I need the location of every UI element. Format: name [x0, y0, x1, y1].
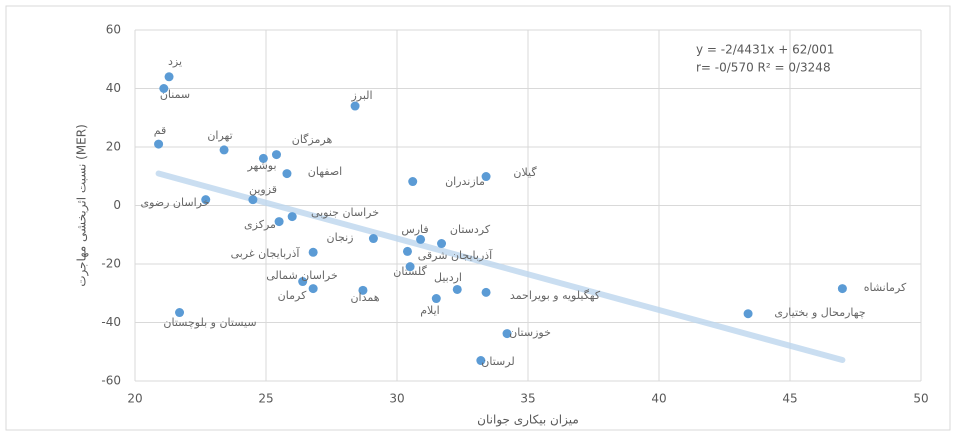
x-tick-label: 30: [389, 392, 404, 406]
x-tick-label: 45: [782, 392, 797, 406]
point-label: اصفهان: [308, 165, 342, 178]
point-label: قم: [154, 124, 167, 137]
point-label: فارس: [401, 223, 428, 236]
point-label: تهران: [207, 129, 232, 142]
point: [476, 356, 486, 366]
point: [743, 309, 753, 319]
point: [431, 294, 441, 304]
point-label: لرستان: [481, 355, 514, 368]
point: [368, 234, 378, 244]
point: [358, 285, 368, 295]
point: [452, 284, 462, 294]
equation: r= -0/570 R² = 0/3248: [696, 61, 831, 75]
point: [408, 177, 418, 187]
point-label: خراسان جنوبی: [311, 206, 379, 219]
point-label: هرمزگان: [292, 133, 333, 146]
point: [271, 150, 281, 160]
point-label: قزوین: [249, 183, 277, 196]
y-tick-label: 0: [113, 198, 121, 212]
point-label: خراسان شمالی: [266, 269, 338, 282]
point: [350, 101, 360, 111]
point-label: کرمانشاه: [864, 281, 907, 294]
point-label: چهارمحال و بختیاری: [774, 306, 865, 319]
point-label: اردبیل: [434, 271, 462, 284]
y-tick-label: -20: [101, 257, 121, 271]
point: [481, 287, 491, 297]
y-tick-label: 60: [106, 23, 121, 37]
point: [405, 262, 415, 272]
point-label: گلستان: [393, 265, 427, 278]
y-tick-label: 40: [106, 81, 121, 95]
point: [502, 329, 512, 339]
point: [308, 247, 318, 257]
point: [402, 246, 412, 256]
point: [282, 169, 292, 179]
point-label: زنجان: [327, 231, 354, 244]
trendline: [155, 170, 846, 364]
point: [159, 84, 169, 93]
point: [175, 308, 185, 318]
point: [481, 172, 491, 182]
point: [308, 284, 318, 294]
x-tick-label: 25: [258, 392, 273, 406]
point: [248, 195, 258, 205]
y-axis-label: نسبت اثربخشی مهاجرت (MER): [75, 124, 90, 287]
point: [837, 284, 847, 294]
point-label: آذربایجان غربی: [231, 246, 301, 260]
point-label: کردستان: [450, 223, 491, 236]
point-label: کهگیلویه و بویراحمد: [510, 289, 601, 302]
point-label: همدان: [350, 291, 379, 304]
x-axis-label: میزان بیکاری جوانان: [477, 413, 579, 428]
x-tick-label: 20: [127, 392, 142, 406]
point: [298, 277, 308, 287]
y-tick-label: -60: [101, 374, 121, 388]
point-label: ایلام: [420, 304, 440, 317]
point: [201, 195, 211, 205]
point-label: کرمان: [278, 289, 307, 302]
point-label: مازندران: [445, 175, 485, 188]
point: [274, 217, 284, 227]
point-label: یزد: [168, 55, 182, 68]
x-tick-label: 35: [520, 392, 535, 406]
equation: y = -2/4431x + 62/001: [696, 43, 834, 57]
point-label: گیلان: [513, 166, 537, 179]
point-label: بوشهر: [246, 159, 276, 172]
y-tick-label: -40: [101, 315, 121, 329]
point: [287, 212, 297, 222]
point: [416, 234, 426, 244]
x-tick-label: 50: [913, 392, 928, 406]
point: [219, 145, 229, 155]
point-label: سمنان: [160, 88, 190, 101]
point: [258, 153, 268, 163]
x-tick-label: 40: [651, 392, 666, 406]
point: [154, 139, 164, 149]
point-label: آذربایجان شرقی: [418, 248, 493, 262]
point: [164, 72, 174, 82]
point-label: مرکزی: [244, 218, 276, 231]
y-tick-label: 20: [106, 140, 121, 154]
point-label: خراسان رضوی: [140, 196, 209, 209]
point-label: خوزستان: [509, 326, 551, 339]
point-label: سیستان و بلوچستان: [163, 316, 256, 329]
point-label: البرز: [350, 89, 372, 102]
point: [437, 239, 447, 249]
